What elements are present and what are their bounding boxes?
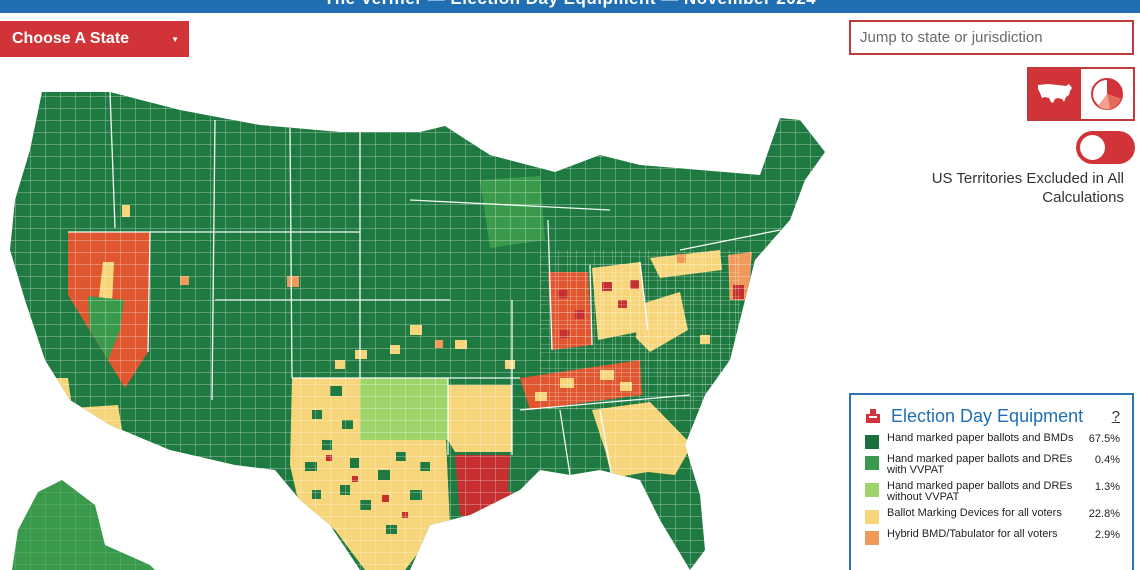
jurisdiction-search-input[interactable] [849, 20, 1134, 55]
legend-value: 22.8% [1088, 508, 1120, 520]
state-borders [68, 91, 781, 479]
toggle-knob [1080, 135, 1105, 160]
map-view-button[interactable] [1029, 69, 1081, 119]
legend-item[interactable]: Hand marked paper ballots and DREs witho… [865, 481, 1120, 503]
legend-list: Hand marked paper ballots and BMDs 67.5% H… [865, 433, 1120, 545]
territories-toggle[interactable] [1076, 131, 1135, 164]
us-map-icon [1038, 84, 1072, 103]
legend-value: 1.3% [1094, 481, 1120, 493]
view-toggle [1027, 67, 1135, 121]
legend-label: Hand marked paper ballots and DREs with … [887, 453, 1073, 476]
legend-item[interactable]: Hand marked paper ballots and BMDs 67.5% [865, 433, 1120, 449]
legend-label: Ballot Marking Devices for all voters [887, 507, 1062, 519]
map-svg [10, 91, 825, 570]
chart-view-button[interactable] [1081, 69, 1133, 119]
pie-chart-icon [1091, 78, 1123, 110]
legend-value: 2.9% [1094, 529, 1120, 541]
legend-swatch [865, 510, 879, 524]
legend-label: Hybrid BMD/Tabulator for all voters [887, 528, 1058, 540]
territories-note: US Territories Excluded in All Calculati… [931, 170, 1124, 206]
legend-label: Hand marked paper ballots and DREs witho… [887, 480, 1073, 503]
legend-value: 0.4% [1094, 454, 1120, 466]
help-link[interactable]: ? [1111, 407, 1120, 425]
legend-swatch [865, 456, 879, 470]
us-county-map[interactable] [0, 60, 845, 570]
legend-header: Election Day Equipment ? [865, 403, 1120, 429]
legend-title: Election Day Equipment [891, 405, 1084, 426]
legend-label: Hand marked paper ballots and BMDs [887, 432, 1074, 444]
legend-value: 67.5% [1088, 433, 1120, 445]
legend-item[interactable]: Ballot Marking Devices for all voters 22.… [865, 508, 1120, 524]
legend-item[interactable]: Hybrid BMD/Tabulator for all voters 2.9% [865, 529, 1120, 545]
legend-panel: Election Day Equipment ? Hand marked pap… [849, 393, 1134, 570]
top-bar: The Verifier — Election Day Equipment — … [0, 0, 1140, 13]
ballot-box-icon [866, 409, 880, 423]
legend-swatch [865, 483, 879, 497]
choose-state-dropdown[interactable]: Choose A State ▼ [0, 21, 189, 57]
legend-swatch [865, 435, 879, 449]
chevron-down-icon: ▼ [171, 35, 179, 44]
page-title: The Verifier — Election Day Equipment — … [0, 0, 1140, 9]
choose-state-label: Choose A State [12, 30, 130, 47]
legend-item[interactable]: Hand marked paper ballots and DREs with … [865, 454, 1120, 476]
legend-swatch [865, 531, 879, 545]
